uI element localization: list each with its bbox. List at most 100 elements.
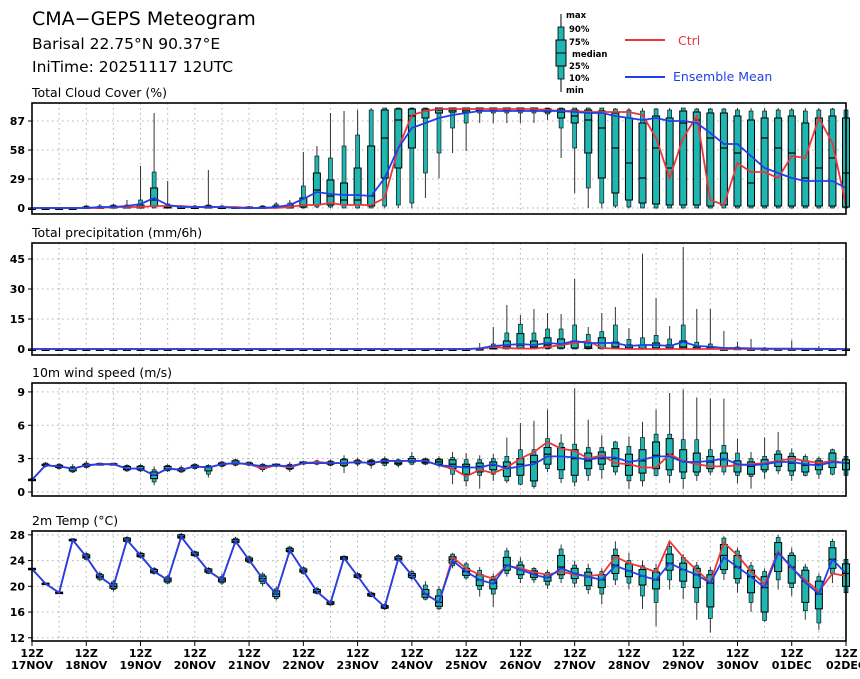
y-tick-label: 29 — [10, 173, 25, 186]
x-tick-hour: 12Z — [292, 647, 315, 660]
x-tick-hour: 12Z — [726, 647, 749, 660]
box-p25-p75 — [150, 187, 159, 207]
ensemble-box — [733, 108, 742, 209]
ensemble-box — [706, 567, 715, 633]
panel-title: 10m wind speed (m/s) — [32, 365, 172, 380]
ensemble-box — [543, 569, 552, 589]
x-tick-date: 20NOV — [174, 659, 217, 672]
ensemble-mean-line — [32, 340, 846, 350]
y-tick-label: 0 — [17, 343, 25, 356]
ensemble-box — [570, 107, 579, 193]
ensemble-box — [774, 108, 783, 209]
ensemble-box — [760, 437, 769, 479]
ensemble-box — [353, 110, 362, 209]
ensemble-box — [597, 107, 606, 208]
ctrl-line — [32, 108, 847, 209]
panel-frame — [31, 242, 847, 356]
legend-p10: 10% — [569, 74, 590, 84]
box-p25-p75 — [801, 569, 810, 603]
panel-1: Total precipitation (mm/6h) 0 15 30 45 — [10, 225, 850, 356]
box-p25-p75 — [747, 461, 756, 475]
x-tick-date: 30NOV — [716, 659, 759, 672]
x-tick-date: 01DEC — [772, 659, 812, 672]
legend-p90: 90% — [569, 25, 590, 35]
x-tick-date: 18NOV — [65, 659, 108, 672]
box-p25-p75 — [326, 179, 335, 206]
ensemble-box — [557, 544, 566, 584]
box-p25-p75 — [706, 112, 715, 207]
ensemble-box — [448, 107, 457, 153]
ensemble-box — [665, 393, 674, 484]
panel-frame — [31, 102, 847, 215]
ensemble-box — [692, 108, 701, 209]
ensemble-box — [557, 107, 566, 158]
legend-box-glyph — [555, 14, 567, 92]
x-tick-hour: 12Z — [20, 647, 43, 660]
x-tick-hour: 12Z — [400, 647, 423, 660]
ensemble-box — [475, 567, 484, 597]
ensemble-box — [136, 166, 145, 209]
box-p25-p75 — [665, 117, 674, 206]
y-tick-label: 20 — [10, 580, 26, 593]
box-p25-p75 — [597, 110, 606, 179]
ensemble-box — [407, 451, 416, 466]
ensemble-box — [747, 451, 756, 489]
ensemble-box — [665, 108, 674, 209]
ensemble-box — [706, 309, 715, 350]
ensemble-box — [733, 438, 742, 484]
ensemble-mean-line — [32, 110, 847, 209]
ensemble-box — [652, 409, 661, 477]
ensemble-box — [652, 108, 661, 209]
legend-p25: 25% — [569, 62, 590, 72]
ensemble-box — [340, 111, 349, 209]
x-tick-date: 28NOV — [608, 659, 651, 672]
box-p25-p75 — [801, 460, 810, 473]
box-p25-p75 — [584, 571, 593, 587]
y-tick-label: 9 — [17, 386, 25, 399]
ensemble-box — [638, 421, 647, 487]
ensemble-box — [679, 247, 688, 350]
box-p10-p90 — [423, 107, 428, 174]
box-p25-p75 — [706, 574, 715, 608]
ensemble-box — [692, 309, 701, 350]
ensemble-box — [584, 419, 593, 481]
box-p25-p75 — [204, 465, 213, 472]
box-p25-p75 — [421, 108, 430, 119]
y-tick-label: 87 — [10, 115, 25, 128]
ensemble-box — [652, 563, 661, 627]
y-tick-label: 3 — [17, 453, 25, 466]
ensemble-box — [814, 456, 823, 479]
box-p25-p75 — [828, 547, 837, 569]
x-tick-date: 22NOV — [282, 659, 325, 672]
box-p25-p75 — [516, 333, 525, 349]
ensemble-mean-line — [31, 534, 847, 609]
ensemble-box — [584, 327, 593, 350]
y-tick-label: 28 — [10, 529, 25, 542]
ensemble-box — [543, 409, 552, 472]
ensemble-box — [638, 108, 647, 209]
box-p25-p75 — [462, 463, 471, 475]
x-tick-hour: 12Z — [672, 647, 695, 660]
ensemble-box — [706, 398, 715, 476]
panel-title: 2m Temp (°C) — [32, 513, 118, 528]
box-p25-p75 — [367, 145, 376, 207]
ensemble-box — [570, 388, 579, 487]
x-tick-hour: 12Z — [563, 647, 586, 660]
ensemble-box — [502, 305, 511, 350]
ensemble-box — [801, 454, 810, 477]
box-p25-p75 — [801, 122, 810, 207]
box-p25-p75 — [760, 576, 769, 613]
ensemble-box — [326, 113, 335, 208]
ensemble-box — [150, 113, 159, 209]
box-p25-p75 — [679, 110, 688, 206]
x-tick-hour: 12Z — [780, 647, 803, 660]
ensemble-mean-line — [31, 455, 847, 481]
ensemble-box — [557, 434, 566, 484]
box-p25-p75 — [570, 449, 579, 476]
box-p25-p75 — [828, 115, 837, 207]
y-tick-label: 45 — [10, 253, 25, 266]
init-time-label: IniTime: 20251117 12UTC — [32, 58, 233, 76]
legend-ctrl-label: Ctrl — [678, 33, 700, 48]
panel-2: 10m wind speed (m/s) 0 3 6 9 — [17, 365, 850, 499]
